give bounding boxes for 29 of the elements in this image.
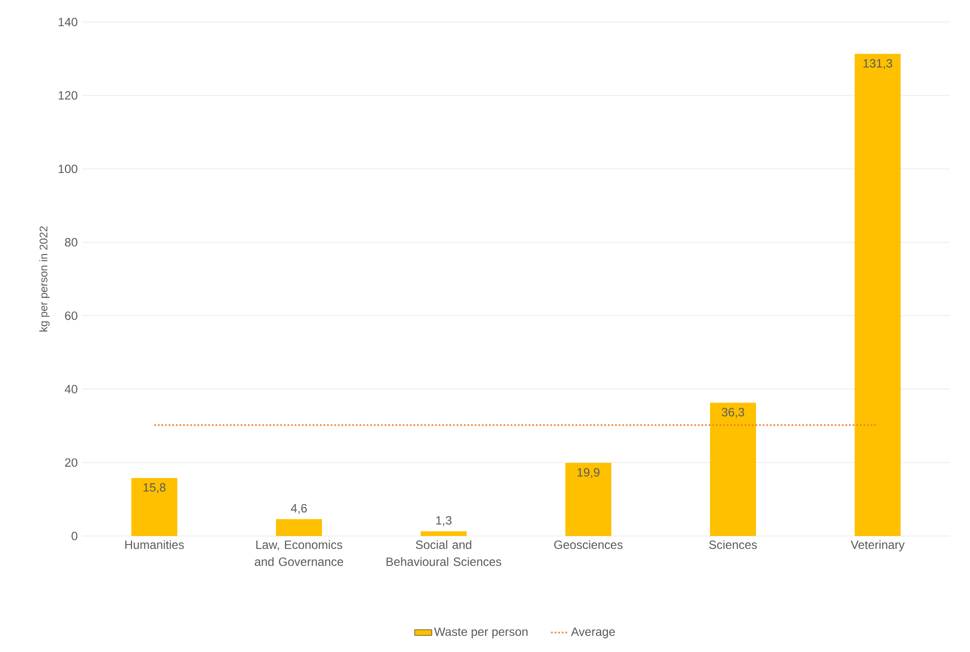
legend-label: Average xyxy=(570,628,615,638)
x-tick-label: Humanities xyxy=(125,540,184,549)
y-tick-label: 60 xyxy=(65,311,78,320)
bar xyxy=(854,54,901,536)
data-label: 15,8 xyxy=(144,483,166,494)
y-axis-title: kg per person in 2022 xyxy=(39,226,50,332)
bar xyxy=(710,402,756,536)
x-tick-label: Social and Behavioural Sciences xyxy=(386,540,502,566)
data-label: 19,9 xyxy=(578,468,600,478)
y-tick-label: 140 xyxy=(58,18,78,26)
y-tick-label: 80 xyxy=(64,238,78,247)
y-tick-label: 100 xyxy=(58,164,78,174)
x-tick-label: Geosciences xyxy=(554,540,623,549)
x-tick-label: Veterinary xyxy=(850,540,905,552)
data-label: 36,3 xyxy=(722,408,744,418)
data-label: 1,3 xyxy=(436,516,452,526)
legend-label: Waste per person xyxy=(434,628,528,638)
bar xyxy=(565,462,612,536)
data-label: 131,3 xyxy=(864,59,892,70)
x-tick-label: Law, Economics and Governance xyxy=(254,540,344,566)
bar xyxy=(420,531,467,536)
bar xyxy=(276,519,322,536)
bar xyxy=(131,478,178,536)
x-tick-label: Sciences xyxy=(709,540,757,549)
y-tick-label: 120 xyxy=(58,91,78,100)
y-tick-label: 0 xyxy=(72,532,78,540)
y-tick-label: 40 xyxy=(64,384,78,394)
data-label: 4,6 xyxy=(290,504,307,514)
y-tick-label: 20 xyxy=(65,458,78,467)
